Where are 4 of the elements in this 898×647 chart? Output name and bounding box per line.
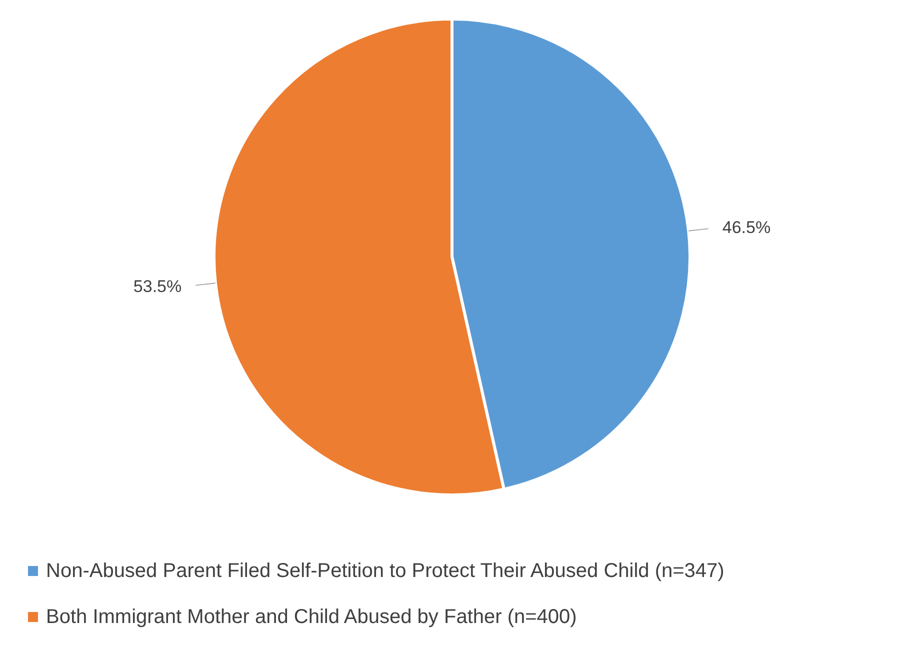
data-label: 53.5% — [133, 276, 182, 296]
data-label: 46.5% — [722, 218, 771, 238]
legend-label: Non-Abused Parent Filed Self-Petition to Protect Their Abused Child (n=347) — [46, 560, 724, 582]
legend-label: Both Immigrant Mother and Child Abused by Father (n=400) — [46, 606, 577, 628]
